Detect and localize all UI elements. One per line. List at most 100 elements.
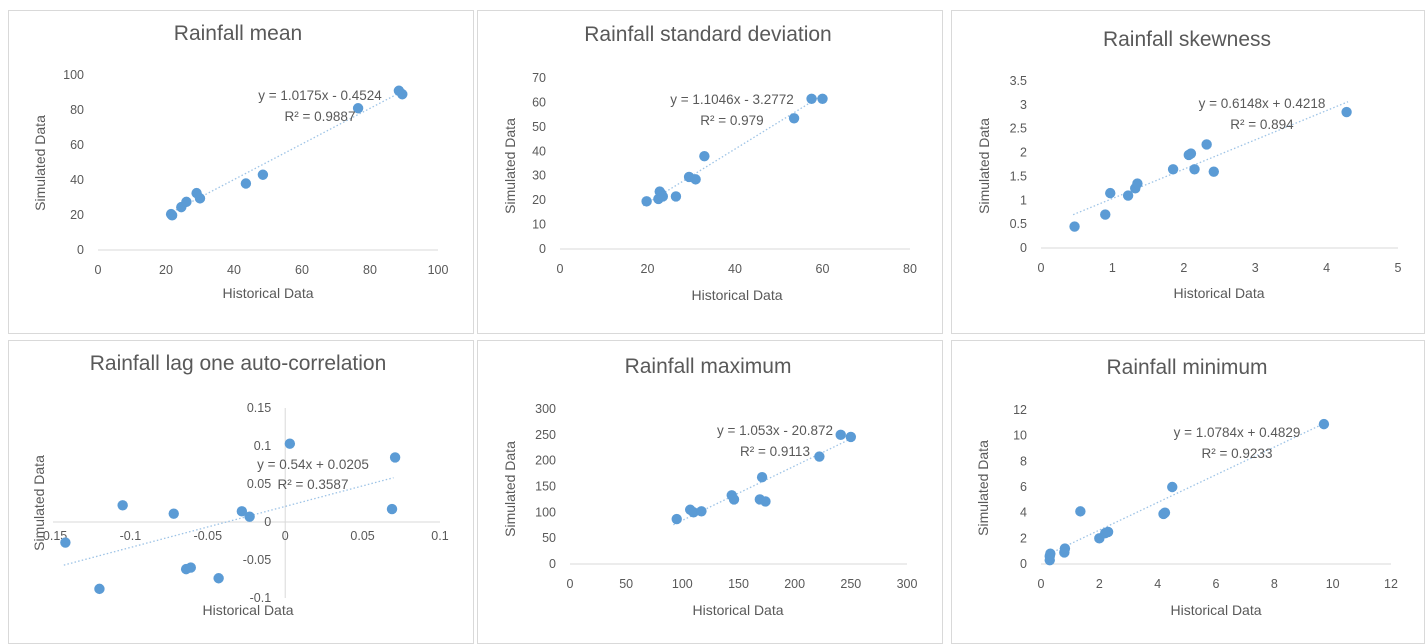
y-tick-label: 8 <box>1020 454 1027 468</box>
x-tick-label: 100 <box>672 577 693 591</box>
y-axis-title: Simulated Data <box>975 440 991 536</box>
x-tick-label: 0 <box>95 263 102 277</box>
r-squared-label: R² = 0.3587 <box>278 477 349 492</box>
x-tick-label: 100 <box>428 263 449 277</box>
chart-title: Rainfall maximum <box>625 355 792 378</box>
x-tick-label: 0.05 <box>350 529 374 543</box>
y-tick-label: 60 <box>532 95 546 109</box>
y-tick-label: 20 <box>70 208 84 222</box>
trendline-equation: y = 1.0784x + 0.4829 <box>1174 425 1301 440</box>
chart-title: Rainfall lag one auto-correlation <box>90 352 387 375</box>
chart-panel-rainfall-mean <box>8 10 474 334</box>
x-tick-label: 5 <box>1395 261 1402 275</box>
data-point <box>1045 548 1056 559</box>
data-point <box>817 93 828 104</box>
x-axis-title: Historical Data <box>691 287 782 303</box>
y-tick-label: 0 <box>549 557 556 571</box>
data-point <box>1208 166 1219 177</box>
x-tick-label: 40 <box>728 262 742 276</box>
trendline <box>1049 421 1328 555</box>
chart-2: Rainfall standard deviation 0 20 40 60 80 0 10 2… <box>502 23 917 303</box>
data-point <box>1105 187 1116 199</box>
x-tick-label: 300 <box>897 577 918 591</box>
x-tick-label: 10 <box>1326 577 1340 591</box>
data-point <box>1102 526 1114 538</box>
y-tick-label: 1 <box>1020 193 1027 207</box>
data-point <box>814 451 825 462</box>
x-tick-label: -0.05 <box>194 529 223 543</box>
y-tick-label: 3 <box>1020 98 1027 112</box>
chart-4: Rainfall lag one auto-correlation -0.15 -0… <box>31 352 449 618</box>
r-squared-label: R² = 0.979 <box>700 113 763 128</box>
y-tick-label: 2 <box>1020 531 1027 545</box>
x-tick-label: 40 <box>227 263 241 277</box>
y-tick-label: 20 <box>532 193 546 207</box>
chart-title: Rainfall mean <box>174 22 302 45</box>
data-point <box>386 503 398 515</box>
x-tick-label: 80 <box>363 263 377 277</box>
x-tick-label: -0.1 <box>120 529 142 543</box>
x-tick-label: 0 <box>557 262 564 276</box>
y-tick-label: 0.1 <box>254 439 271 453</box>
trendline-equation: y = 0.54x + 0.0205 <box>257 457 369 472</box>
data-point <box>240 178 252 189</box>
data-point <box>728 494 740 505</box>
data-point <box>756 472 768 483</box>
data-point <box>94 583 105 595</box>
data-point <box>806 93 817 104</box>
data-point <box>1167 481 1178 493</box>
chart-3: Rainfall skewness 0 1 2 3 4 5 0 0.5 1 1.5 2 2.5 3 3.5 H… <box>976 28 1402 301</box>
data-point <box>835 429 846 441</box>
data-point <box>1100 209 1111 220</box>
x-tick-label: 50 <box>619 577 633 591</box>
r-squared-label: R² = 0.9233 <box>1202 446 1273 461</box>
trendline <box>642 94 823 207</box>
y-tick-label: 200 <box>535 454 556 468</box>
data-point <box>1132 178 1143 189</box>
data-point <box>1189 164 1200 175</box>
y-tick-label: 50 <box>542 531 556 545</box>
data-point <box>1075 506 1086 517</box>
data-point <box>699 150 710 162</box>
y-tick-label: 0 <box>1020 241 1027 255</box>
y-tick-label: 12 <box>1013 403 1027 417</box>
data-point <box>1318 418 1330 430</box>
y-tick-label: 0 <box>1020 557 1027 571</box>
y-tick-label: 6 <box>1020 480 1027 494</box>
y-tick-label: -0.1 <box>250 591 272 605</box>
y-tick-label: 300 <box>535 402 556 416</box>
x-tick-label: 2 <box>1096 577 1103 591</box>
y-axis-title: Simulated Data <box>502 441 518 537</box>
y-tick-label: 40 <box>70 173 84 187</box>
chart-title: Rainfall standard deviation <box>584 23 832 46</box>
chart-panel-rainfall-minimum <box>951 340 1425 644</box>
data-point <box>1159 507 1171 518</box>
y-tick-label: 50 <box>532 120 546 134</box>
y-tick-label: 0.5 <box>1010 217 1027 231</box>
chart-5: Rainfall maximum 0 50 100 150 200 250 300 0 50 100… <box>502 355 917 618</box>
x-axis-title: Historical Data <box>1173 285 1264 301</box>
y-tick-label: 0 <box>264 515 271 529</box>
data-point <box>185 562 196 573</box>
x-tick-label: 80 <box>903 262 917 276</box>
y-tick-label: 40 <box>532 144 546 158</box>
data-point <box>397 89 408 100</box>
data-point <box>1185 148 1197 159</box>
y-tick-label: 0.05 <box>247 477 271 491</box>
data-point <box>760 496 771 507</box>
y-tick-label: 3.5 <box>1010 74 1027 88</box>
r-squared-label: R² = 0.894 <box>1230 117 1294 132</box>
x-axis-title: Historical Data <box>222 285 313 301</box>
data-point <box>181 196 192 208</box>
r-squared-label: R² = 0.9113 <box>740 444 810 459</box>
y-axis-title: Simulated Data <box>31 455 47 551</box>
y-tick-label: 4 <box>1020 506 1027 520</box>
x-tick-label: 4 <box>1323 261 1330 275</box>
x-tick-label: -0.15 <box>39 529 68 543</box>
data-point <box>117 500 128 511</box>
x-tick-label: 0 <box>282 529 289 543</box>
data-point <box>641 196 652 207</box>
x-tick-label: 8 <box>1271 577 1278 591</box>
x-tick-label: 6 <box>1213 577 1220 591</box>
